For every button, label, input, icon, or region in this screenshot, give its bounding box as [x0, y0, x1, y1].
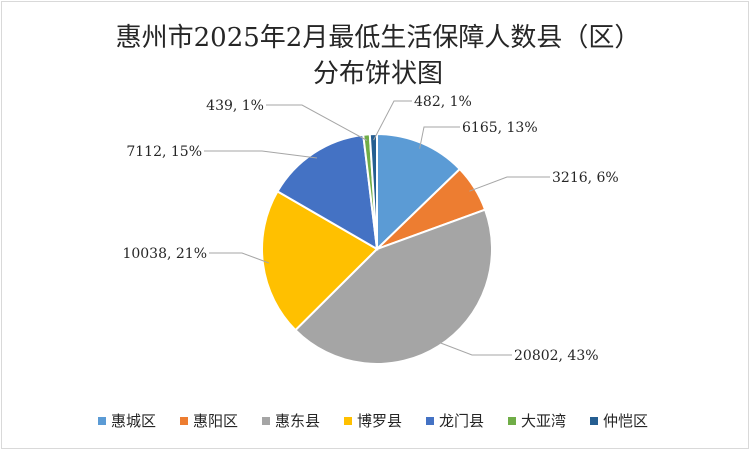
leader-line-3 — [435, 340, 512, 356]
data-labels: 6165, 13% 3216, 6% 20802, 43% 10038, 21% 711… — [122, 94, 618, 364]
data-label-2: 3216, 6% — [552, 170, 619, 186]
legend-swatch-5 — [426, 417, 434, 425]
data-label-7: 482, 1% — [414, 94, 472, 110]
legend-label-5: 龙门县 — [439, 412, 484, 430]
legend-label-2: 惠阳区 — [193, 412, 238, 430]
pie-slice-3 — [294, 208, 493, 365]
leader-line-1 — [419, 126, 460, 149]
leader-line-6 — [266, 104, 368, 141]
data-label-6: 439, 1% — [206, 98, 264, 114]
legend-swatch-6 — [508, 417, 516, 425]
chart-title-line-1: 惠州市2025年2月最低生活保障人数县（区） — [116, 23, 641, 53]
leader-line-2 — [469, 176, 550, 192]
leader-line-7 — [373, 100, 412, 141]
legend-label-1: 惠城区 — [111, 412, 156, 430]
legend: 惠城区 惠阳区 惠东县 博罗县 龙门县 大亚湾 仲恺区 — [98, 412, 648, 430]
legend-label-4: 博罗县 — [357, 412, 402, 430]
legend-label-6: 大亚湾 — [521, 412, 566, 430]
pie-slices — [261, 132, 493, 365]
pie-slice-1 — [376, 132, 462, 252]
data-label-3: 20802, 43% — [514, 348, 599, 364]
legend-label-3: 惠东县 — [275, 412, 320, 430]
leader-line-5 — [204, 150, 318, 159]
legend-swatch-3 — [262, 417, 270, 425]
leader-lines — [204, 100, 550, 356]
data-label-1: 6165, 13% — [462, 120, 538, 136]
legend-swatch-2 — [180, 417, 188, 425]
legend-swatch-4 — [344, 417, 352, 425]
data-label-5: 7112, 15% — [126, 144, 202, 160]
legend-swatch-1 — [98, 417, 106, 425]
data-label-4: 10038, 21% — [122, 246, 207, 262]
pie-slice-5 — [276, 133, 379, 251]
pie-slice-4 — [261, 190, 379, 332]
legend-swatch-7 — [590, 417, 598, 425]
leader-line-4 — [209, 252, 270, 264]
legend-label-7: 仲恺区 — [603, 412, 648, 430]
chart-title-line-2: 分布饼状图 — [313, 59, 443, 89]
